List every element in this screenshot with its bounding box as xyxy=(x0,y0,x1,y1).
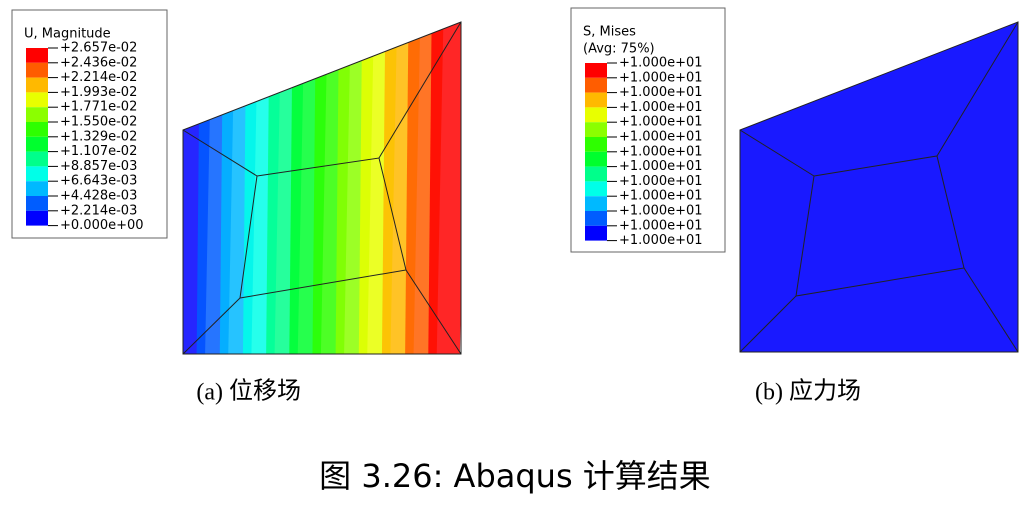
caption-label: (b) xyxy=(755,380,783,406)
legend-swatch xyxy=(585,122,607,137)
legend-swatch xyxy=(26,151,48,167)
legend-label: +1.107e-02 xyxy=(60,144,137,159)
legend-swatch xyxy=(585,137,607,152)
element-edge xyxy=(739,295,797,353)
legend-swatch xyxy=(26,107,48,122)
legend-label: +2.214e-03 xyxy=(60,203,137,218)
legend-title: U, Magnitude xyxy=(24,27,111,42)
legend-label: +1.000e+01 xyxy=(619,204,703,219)
legend-label: +4.428e-03 xyxy=(60,189,137,204)
legend-label: +1.000e+01 xyxy=(619,159,703,174)
legend-swatch xyxy=(26,62,48,78)
element-edge xyxy=(405,269,462,355)
legend-label: +1.000e+01 xyxy=(619,144,703,159)
legend-swatch xyxy=(585,225,607,241)
legend-swatch xyxy=(26,77,48,93)
legend-swatch xyxy=(585,211,607,226)
legend-swatch xyxy=(26,166,48,182)
element-edge xyxy=(739,129,815,177)
legend-swatch xyxy=(26,122,48,137)
legend-swatch xyxy=(585,181,607,197)
legend-label: +1.000e+01 xyxy=(619,233,703,248)
element-edge xyxy=(963,267,1019,353)
legend-label: +2.436e-02 xyxy=(60,55,137,70)
legend-label: +1.329e-02 xyxy=(60,129,137,144)
legend-swatch xyxy=(26,210,48,226)
legend-label: +1.000e+01 xyxy=(619,56,703,71)
legend-swatch xyxy=(26,196,48,211)
legend-swatch xyxy=(585,166,607,182)
legend-swatch xyxy=(585,92,607,108)
legend-swatch xyxy=(585,63,607,78)
element-edge xyxy=(936,21,1019,157)
caption: 应力场 xyxy=(789,378,861,405)
legend-label: +2.214e-02 xyxy=(60,70,137,85)
element-edge xyxy=(182,129,258,177)
element-edge xyxy=(378,21,462,159)
legend-label: +6.643e-03 xyxy=(60,174,137,189)
caption: 位移场 xyxy=(229,378,301,405)
legend-label: +0.000e+00 xyxy=(60,218,144,233)
legend-swatch xyxy=(26,181,48,196)
element-edge xyxy=(182,297,241,355)
legend-label: +2.657e-02 xyxy=(60,41,137,56)
legend-swatch xyxy=(26,48,48,63)
legend-label: +1.771e-02 xyxy=(60,100,137,115)
legend-label: +1.993e-02 xyxy=(60,85,137,100)
legend-label: +1.000e+01 xyxy=(619,174,703,189)
legend-swatch xyxy=(585,107,607,123)
legend-swatch xyxy=(585,196,607,211)
contour-band xyxy=(427,22,461,354)
legend-label: +1.000e+01 xyxy=(619,189,703,204)
contour xyxy=(183,22,461,354)
figure-caption: 图 3.26: Abaqus 计算结果 xyxy=(319,457,711,495)
panel-b: S, Mises(Avg: 75%)+1.000e+01+1.000e+01+1… xyxy=(570,7,1019,406)
legend-label: +1.000e+01 xyxy=(619,100,703,115)
legend-label: +8.857e-03 xyxy=(60,159,137,174)
legend-swatch xyxy=(26,92,48,108)
panel-a: U, Magnitude+2.657e-02+2.436e-02+2.214e-… xyxy=(11,9,462,406)
legend-swatch xyxy=(26,136,48,152)
legend-label: +1.000e+01 xyxy=(619,115,703,130)
legend-title: (Avg: 75%) xyxy=(583,42,655,57)
legend-label: +1.000e+01 xyxy=(619,70,703,85)
legend-swatch xyxy=(585,77,607,93)
legend-label: +1.000e+01 xyxy=(619,218,703,233)
stress-field xyxy=(740,22,1018,352)
legend-label: +1.000e+01 xyxy=(619,130,703,145)
caption-label: (a) xyxy=(196,380,223,406)
legend-title: S, Mises xyxy=(583,25,636,40)
legend-label: +1.000e+01 xyxy=(619,85,703,100)
legend-swatch xyxy=(585,151,607,167)
legend-label: +1.550e-02 xyxy=(60,115,137,130)
